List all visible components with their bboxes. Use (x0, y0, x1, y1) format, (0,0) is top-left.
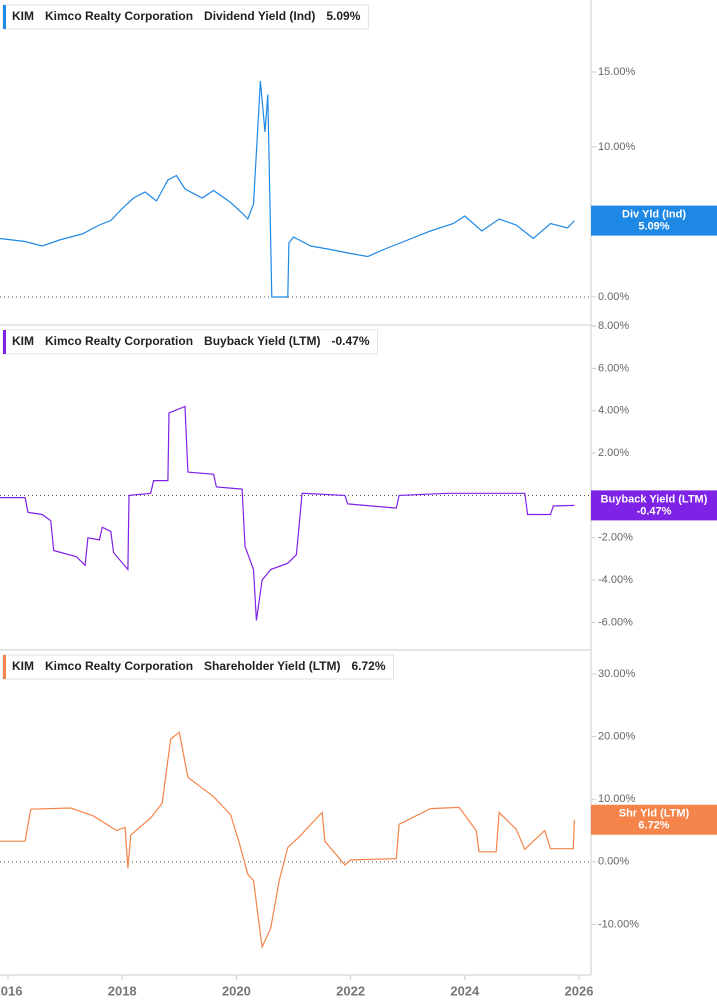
legend-box (2, 654, 395, 680)
y-tick-label: 6.00% (598, 362, 629, 374)
y-tick-label: 20.00% (598, 731, 636, 743)
legend-text: 6.72% (352, 659, 386, 673)
y-tick-label: 0.00% (598, 856, 629, 868)
badge-value: 6.72% (638, 820, 669, 832)
y-tick-label: -6.00% (598, 616, 633, 628)
legend-text: 5.09% (326, 9, 360, 23)
badge-label: Div Yld (Ind) (622, 209, 686, 221)
legend-text: Kimco Realty Corporation (45, 9, 193, 23)
legend-text: KIM (12, 9, 34, 23)
badge-value: 5.09% (638, 221, 669, 233)
y-tick-label: -4.00% (598, 574, 633, 586)
legend: KIM Kimco Realty Corporation Shareholder Y… (2, 654, 395, 680)
x-tick-label: 2024 (450, 983, 480, 998)
x-tick-label: 2020 (222, 983, 251, 998)
y-tick-label: 30.00% (598, 668, 636, 680)
series-line (0, 405, 575, 621)
legend-text: Buyback Yield (LTM) (204, 334, 320, 348)
legend: KIM Kimco Realty Corporation Dividend Yiel… (2, 4, 369, 30)
y-tick-label: 2.00% (598, 447, 629, 459)
series-line (0, 80, 575, 298)
value-badge (591, 804, 717, 835)
y-tick-label: 15.00% (598, 66, 636, 78)
legend-box (2, 329, 379, 355)
series-line (0, 731, 575, 950)
x-tick-label: 2022 (336, 983, 365, 998)
legend: KIM Kimco Realty Corporation Buyback Yield… (2, 329, 379, 355)
value-badge (591, 205, 717, 236)
y-tick-label: 8.00% (598, 320, 629, 332)
x-tick-label: 2026 (565, 983, 594, 998)
badge-label: Shr Yld (LTM) (619, 808, 690, 820)
badge-label: Buyback Yield (LTM) (601, 493, 708, 505)
legend-text: Dividend Yield (Ind) (204, 9, 315, 23)
legend-text: -0.47% (332, 334, 370, 348)
y-tick-label: 0.00% (598, 291, 629, 303)
x-tick-label: 2018 (108, 983, 137, 998)
legend-swatch (3, 330, 6, 354)
legend-text: Shareholder Yield (LTM) (204, 659, 340, 673)
legend-text: Kimco Realty Corporation (45, 334, 193, 348)
legend-swatch (3, 5, 6, 29)
y-tick-label: -10.00% (598, 918, 639, 930)
y-tick-label: 4.00% (598, 405, 629, 417)
legend-text: Kimco Realty Corporation (45, 659, 193, 673)
y-tick-label: 10.00% (598, 141, 636, 153)
legend-swatch (3, 655, 6, 679)
badge-value: -0.47% (637, 505, 672, 517)
y-tick-label: -2.00% (598, 532, 633, 544)
legend-text: KIM (12, 659, 34, 673)
value-badge (591, 490, 717, 521)
y-tick-label: 10.00% (598, 793, 636, 805)
legend-text: KIM (12, 334, 34, 348)
x-tick-label: 2016 (0, 983, 22, 998)
